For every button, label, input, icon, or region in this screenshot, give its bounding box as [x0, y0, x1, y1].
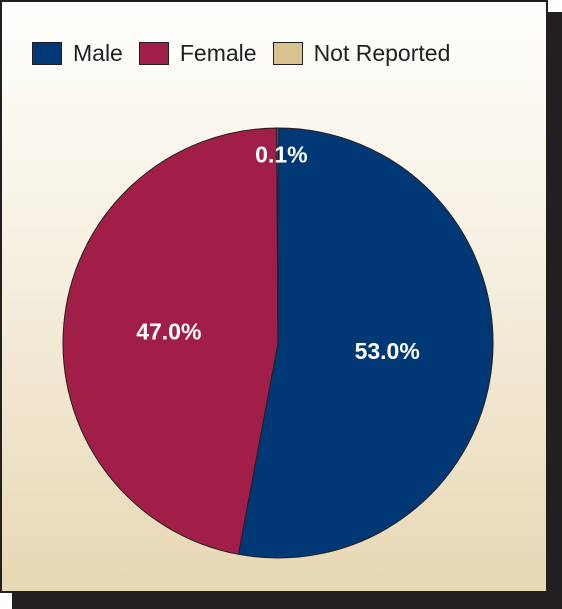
slice-label-male: 53.0%	[355, 338, 420, 364]
pie-slices	[62, 127, 494, 559]
legend-label-male: Male	[73, 40, 123, 66]
pie-chart: 53.0% 47.0% 0.1%	[62, 127, 494, 559]
pie-slice-not-reported	[276, 127, 279, 344]
legend-item-not-reported: Not Reported	[272, 40, 451, 67]
legend-swatch-female	[138, 42, 169, 65]
legend-swatch-male	[32, 42, 62, 65]
legend-item-male: Male	[32, 40, 123, 67]
legend-label-female: Female	[179, 40, 257, 66]
chart-panel: Male Female Not Reported 53.0% 47.0% 0.1%	[0, 0, 548, 593]
legend: Male Female Not Reported	[32, 40, 450, 67]
legend-swatch-not-reported	[272, 42, 303, 65]
pie-slice-male	[237, 127, 494, 559]
legend-label-not-reported: Not Reported	[313, 40, 451, 66]
legend-item-female: Female	[138, 40, 257, 67]
pie-slice-female	[62, 127, 279, 555]
pie-labels: 53.0% 47.0% 0.1%	[136, 141, 420, 364]
slice-label-female: 47.0%	[136, 318, 201, 344]
slice-label-not-reported: 0.1%	[255, 141, 307, 167]
